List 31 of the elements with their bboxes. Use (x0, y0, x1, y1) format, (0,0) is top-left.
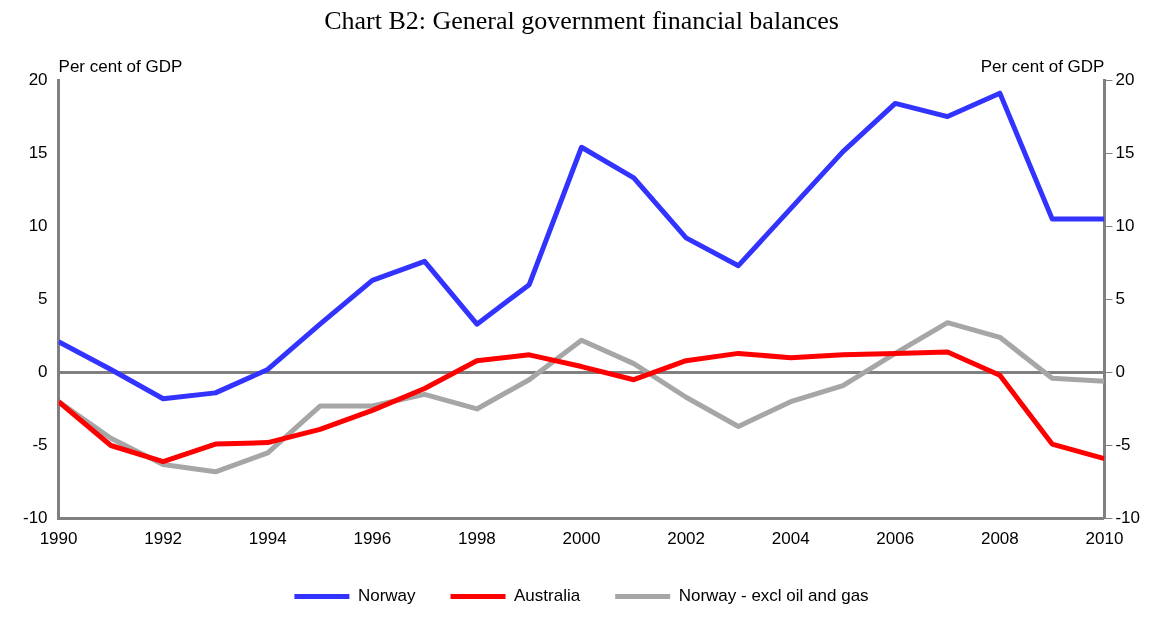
legend-label: Norway - excl oil and gas (678, 586, 869, 606)
y-tick-label: 15 (28, 142, 48, 162)
y-tick-label: 0 (38, 362, 48, 382)
y-tick-label: 20 (28, 69, 48, 89)
legend-label: Australia (514, 586, 581, 606)
y-tick-label: 10 (28, 215, 48, 235)
x-tick-label: 2008 (980, 529, 1019, 549)
y2-axis-title: Per cent of GDP (980, 57, 1105, 77)
y2-tick-label: -10 (1115, 508, 1141, 528)
x-tick-label: 1994 (248, 529, 287, 549)
x-tick-label: 2004 (771, 529, 810, 549)
x-tick-label: 2006 (876, 529, 915, 549)
x-tick-label: 1992 (144, 529, 183, 549)
y2-tick-label: -5 (1115, 435, 1131, 455)
x-tick-label: 2000 (562, 529, 601, 549)
y2-tick-label: 20 (1115, 69, 1135, 89)
y2-tick-label: 10 (1115, 215, 1135, 235)
y2-tick-label: 5 (1115, 288, 1125, 308)
x-tick-label: 1996 (353, 529, 392, 549)
y-tick-label: 5 (38, 288, 48, 308)
y-tick-label: -5 (32, 435, 48, 455)
y-tick-label: -10 (22, 508, 48, 528)
x-tick-label: 2002 (667, 529, 705, 549)
y2-tick-label: 0 (1115, 362, 1125, 382)
chart-title: Chart B2: General government financial balances (323, 6, 840, 36)
y-axis-title: Per cent of GDP (58, 57, 183, 77)
legend-label: Norway (357, 586, 417, 606)
x-tick-label: 2010 (1085, 529, 1124, 549)
y2-tick-label: 15 (1115, 142, 1135, 162)
x-tick-label: 1998 (458, 529, 496, 549)
x-tick-label: 1990 (39, 529, 78, 549)
